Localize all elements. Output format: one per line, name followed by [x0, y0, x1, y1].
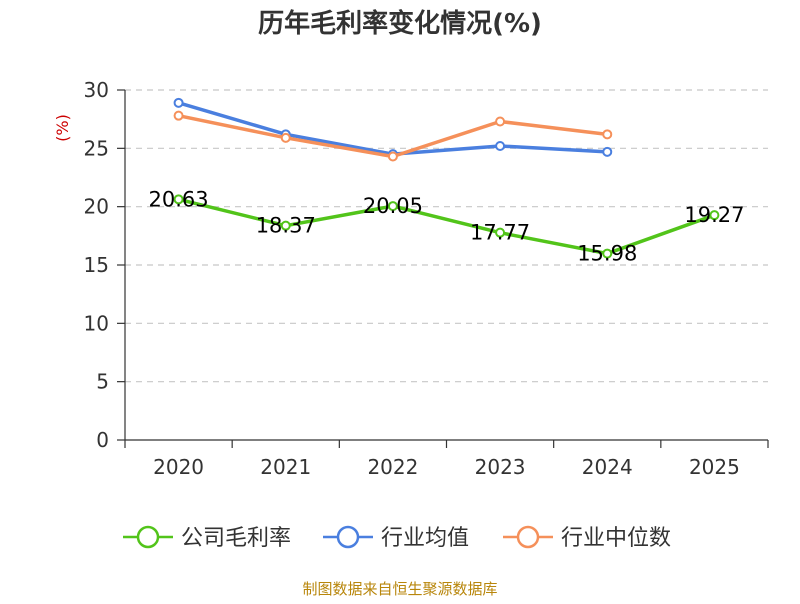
legend-label: 行业均值	[381, 526, 469, 551]
legend-swatch-marker	[136, 525, 160, 549]
data-label: 18.37	[256, 214, 316, 238]
y-axis-unit-label: (%)	[53, 114, 72, 142]
y-tick-label: 0	[96, 428, 109, 452]
data-point	[709, 210, 720, 221]
y-tick-label: 10	[84, 311, 109, 335]
data-point	[495, 141, 506, 151]
y-tick-label: 25	[84, 136, 109, 160]
y-tick-label: 30	[84, 78, 109, 102]
y-tick-label: 5	[96, 370, 109, 394]
source-note: 制图数据来自恒生聚源数据库	[302, 580, 497, 598]
x-tick-label: 2024	[582, 455, 633, 479]
data-point	[280, 132, 291, 143]
data-point	[495, 227, 506, 238]
legend: 公司毛利率 行业均值 行业中位数	[123, 525, 671, 551]
data-point	[387, 151, 398, 162]
x-tick-label: 2023	[475, 455, 526, 479]
data-point	[173, 97, 184, 108]
chart-title: 历年毛利率变化情况(%)	[258, 8, 542, 39]
x-tick-label: 2022	[367, 455, 418, 479]
data-label: 15.98	[577, 242, 637, 266]
data-point	[387, 201, 398, 212]
legend-label: 公司毛利率	[181, 526, 291, 551]
x-tick-label: 2021	[260, 455, 311, 479]
data-point	[280, 220, 291, 231]
series-line-0	[176, 197, 717, 256]
data-point	[602, 146, 613, 157]
data-point	[495, 116, 506, 127]
data-point	[173, 110, 184, 121]
data-point	[173, 194, 184, 205]
x-tick-label: 2020	[153, 455, 204, 479]
y-tick-label: 20	[84, 195, 109, 219]
x-tick-label: 2025	[689, 455, 740, 479]
legend-swatch-marker	[336, 525, 360, 549]
data-label: 17.77	[470, 221, 530, 245]
data-label: 20.05	[363, 194, 423, 218]
data-label: 20.63	[149, 187, 209, 211]
data-labels: 20.63 18.37 20.05 17.77 15.98 19.27	[149, 187, 745, 265]
legend-swatch-marker	[516, 525, 540, 549]
legend-label: 行业中位数	[561, 526, 671, 551]
y-tick-label: 15	[84, 253, 109, 277]
data-label: 19.27	[684, 203, 744, 227]
series-layer	[173, 97, 720, 259]
data-point	[602, 129, 613, 140]
grid-lines	[125, 89, 768, 383]
data-point	[602, 248, 613, 259]
